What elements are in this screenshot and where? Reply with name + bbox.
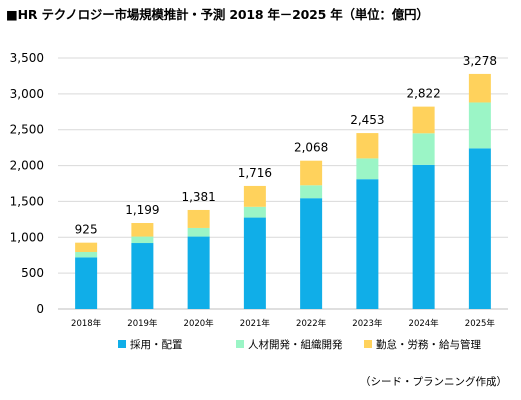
total-label: 2,822 <box>406 87 440 101</box>
total-label: 1,381 <box>181 190 215 204</box>
bar-segment-attendance <box>243 185 266 207</box>
total-label: 925 <box>75 223 98 237</box>
total-label: 3,278 <box>463 54 497 68</box>
bar-segment-attendance <box>75 242 98 252</box>
y-tick-label: 2,500 <box>10 123 44 137</box>
x-tick-label: 2018年 <box>71 318 102 329</box>
y-tick-label: 1,000 <box>10 230 44 244</box>
bar-segment-recruit <box>412 164 435 309</box>
y-tick-label: 0 <box>36 302 44 316</box>
y-tick-label: 3,000 <box>10 87 44 101</box>
bar-segment-talent <box>131 236 154 244</box>
x-tick-label: 2024年 <box>409 318 440 329</box>
chart-title: ■HR テクノロジー市場規模推計・予測 2018 年－2025 年（単位：億円） <box>6 7 429 22</box>
source-note: （シード・プランニング作成） <box>360 376 507 388</box>
bar-segment-attendance <box>468 73 491 103</box>
legend-swatch <box>236 340 244 348</box>
bar-segment-attendance <box>300 160 323 186</box>
x-tick-label: 2023年 <box>352 318 383 329</box>
bars <box>75 73 491 309</box>
bar-segment-recruit <box>243 217 266 309</box>
bar-segment-attendance <box>131 223 154 237</box>
bar-segment-recruit <box>468 148 491 309</box>
x-tick-label: 2020年 <box>184 318 215 329</box>
legend: 採用・配置 人材開発・組織開発 勤怠・労務・給与管理 <box>118 338 481 351</box>
total-label: 2,068 <box>294 141 328 155</box>
bar-segment-talent <box>412 133 435 165</box>
x-tick-label: 2021年 <box>240 318 271 329</box>
legend-label: 採用・配置 <box>130 338 183 351</box>
legend-label: 勤怠・労務・給与管理 <box>376 338 481 351</box>
bar-segment-recruit <box>75 257 98 309</box>
bar-segment-recruit <box>187 236 210 309</box>
bar-segment-recruit <box>131 243 154 309</box>
legend-swatch <box>118 340 126 348</box>
legend-swatch <box>364 340 372 348</box>
total-labels: 925 1,199 1,381 1,716 2,068 2,453 2,822 3,278 <box>75 54 497 237</box>
x-tick-label: 2022年 <box>296 318 327 329</box>
x-axis-tick-labels: 2018年 2019年 2020年 2021年 2022年 2023年 2024年 2025年 <box>71 318 495 329</box>
total-label: 1,716 <box>238 166 272 180</box>
total-label: 2,453 <box>350 113 384 127</box>
y-tick-label: 2,000 <box>10 159 44 173</box>
bar-segment-talent <box>243 206 266 218</box>
x-tick-label: 2025年 <box>465 318 496 329</box>
bar-segment-attendance <box>187 209 210 228</box>
x-tick-label: 2019年 <box>127 318 158 329</box>
bar-segment-attendance <box>412 106 435 134</box>
bar-segment-attendance <box>356 133 379 159</box>
bar-segment-talent <box>75 251 98 258</box>
bar-segment-talent <box>356 158 379 180</box>
y-axis-tick-labels: 0 500 1,000 1,500 2,000 2,500 3,000 3,500 <box>10 51 44 316</box>
bar-segment-talent <box>187 227 210 237</box>
legend-label: 人材開発・組織開発 <box>248 338 343 351</box>
y-tick-label: 1,500 <box>10 194 44 208</box>
bar-segment-talent <box>468 102 491 149</box>
bar-segment-recruit <box>300 198 323 309</box>
y-tick-label: 500 <box>21 266 44 280</box>
total-label: 1,199 <box>125 203 159 217</box>
bar-segment-talent <box>300 185 323 199</box>
y-tick-label: 3,500 <box>10 51 44 65</box>
bar-segment-recruit <box>356 179 379 309</box>
